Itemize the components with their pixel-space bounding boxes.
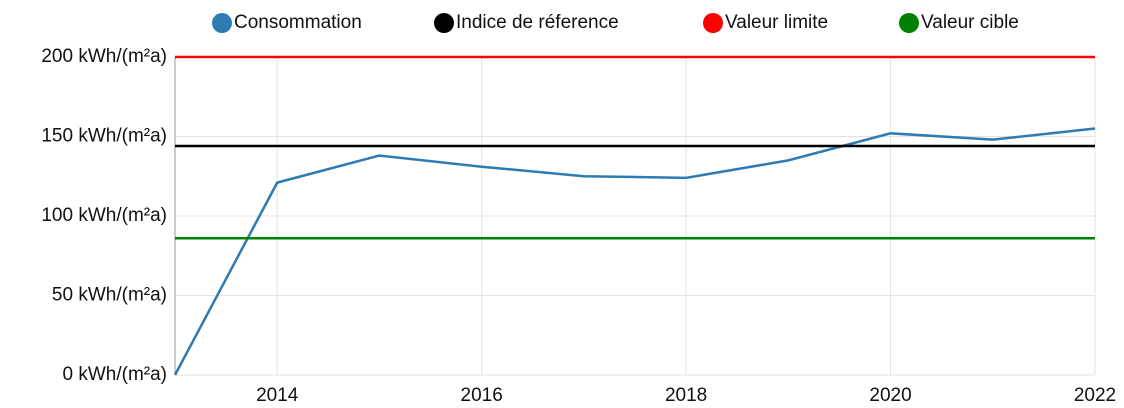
y-tick-label: 200 kWh/(m²a) — [41, 46, 167, 67]
legend-marker — [899, 13, 919, 33]
x-tick-label: 2014 — [256, 385, 299, 406]
x-tick-label: 2018 — [665, 385, 707, 406]
y-tick-label: 0 kWh/(m²a) — [63, 364, 168, 385]
y-tick-label: 150 kWh/(m²a) — [41, 126, 167, 147]
legend-label: Valeur limite — [725, 12, 828, 33]
x-tick-label: 2020 — [869, 385, 911, 406]
y-tick-label: 100 kWh/(m²a) — [41, 205, 167, 226]
legend-label: Consommation — [234, 12, 362, 33]
legend-label: Valeur cible — [921, 12, 1019, 33]
legend-marker — [703, 13, 723, 33]
legend-marker — [434, 13, 454, 33]
x-tick-label: 2016 — [461, 385, 503, 406]
y-tick-label: 50 kWh/(m²a) — [52, 285, 167, 306]
legend-label: Indice de réference — [456, 12, 619, 33]
line — [173, 127, 1096, 376]
x-tick-label: 2022 — [1074, 385, 1116, 406]
legend-marker — [212, 13, 232, 33]
